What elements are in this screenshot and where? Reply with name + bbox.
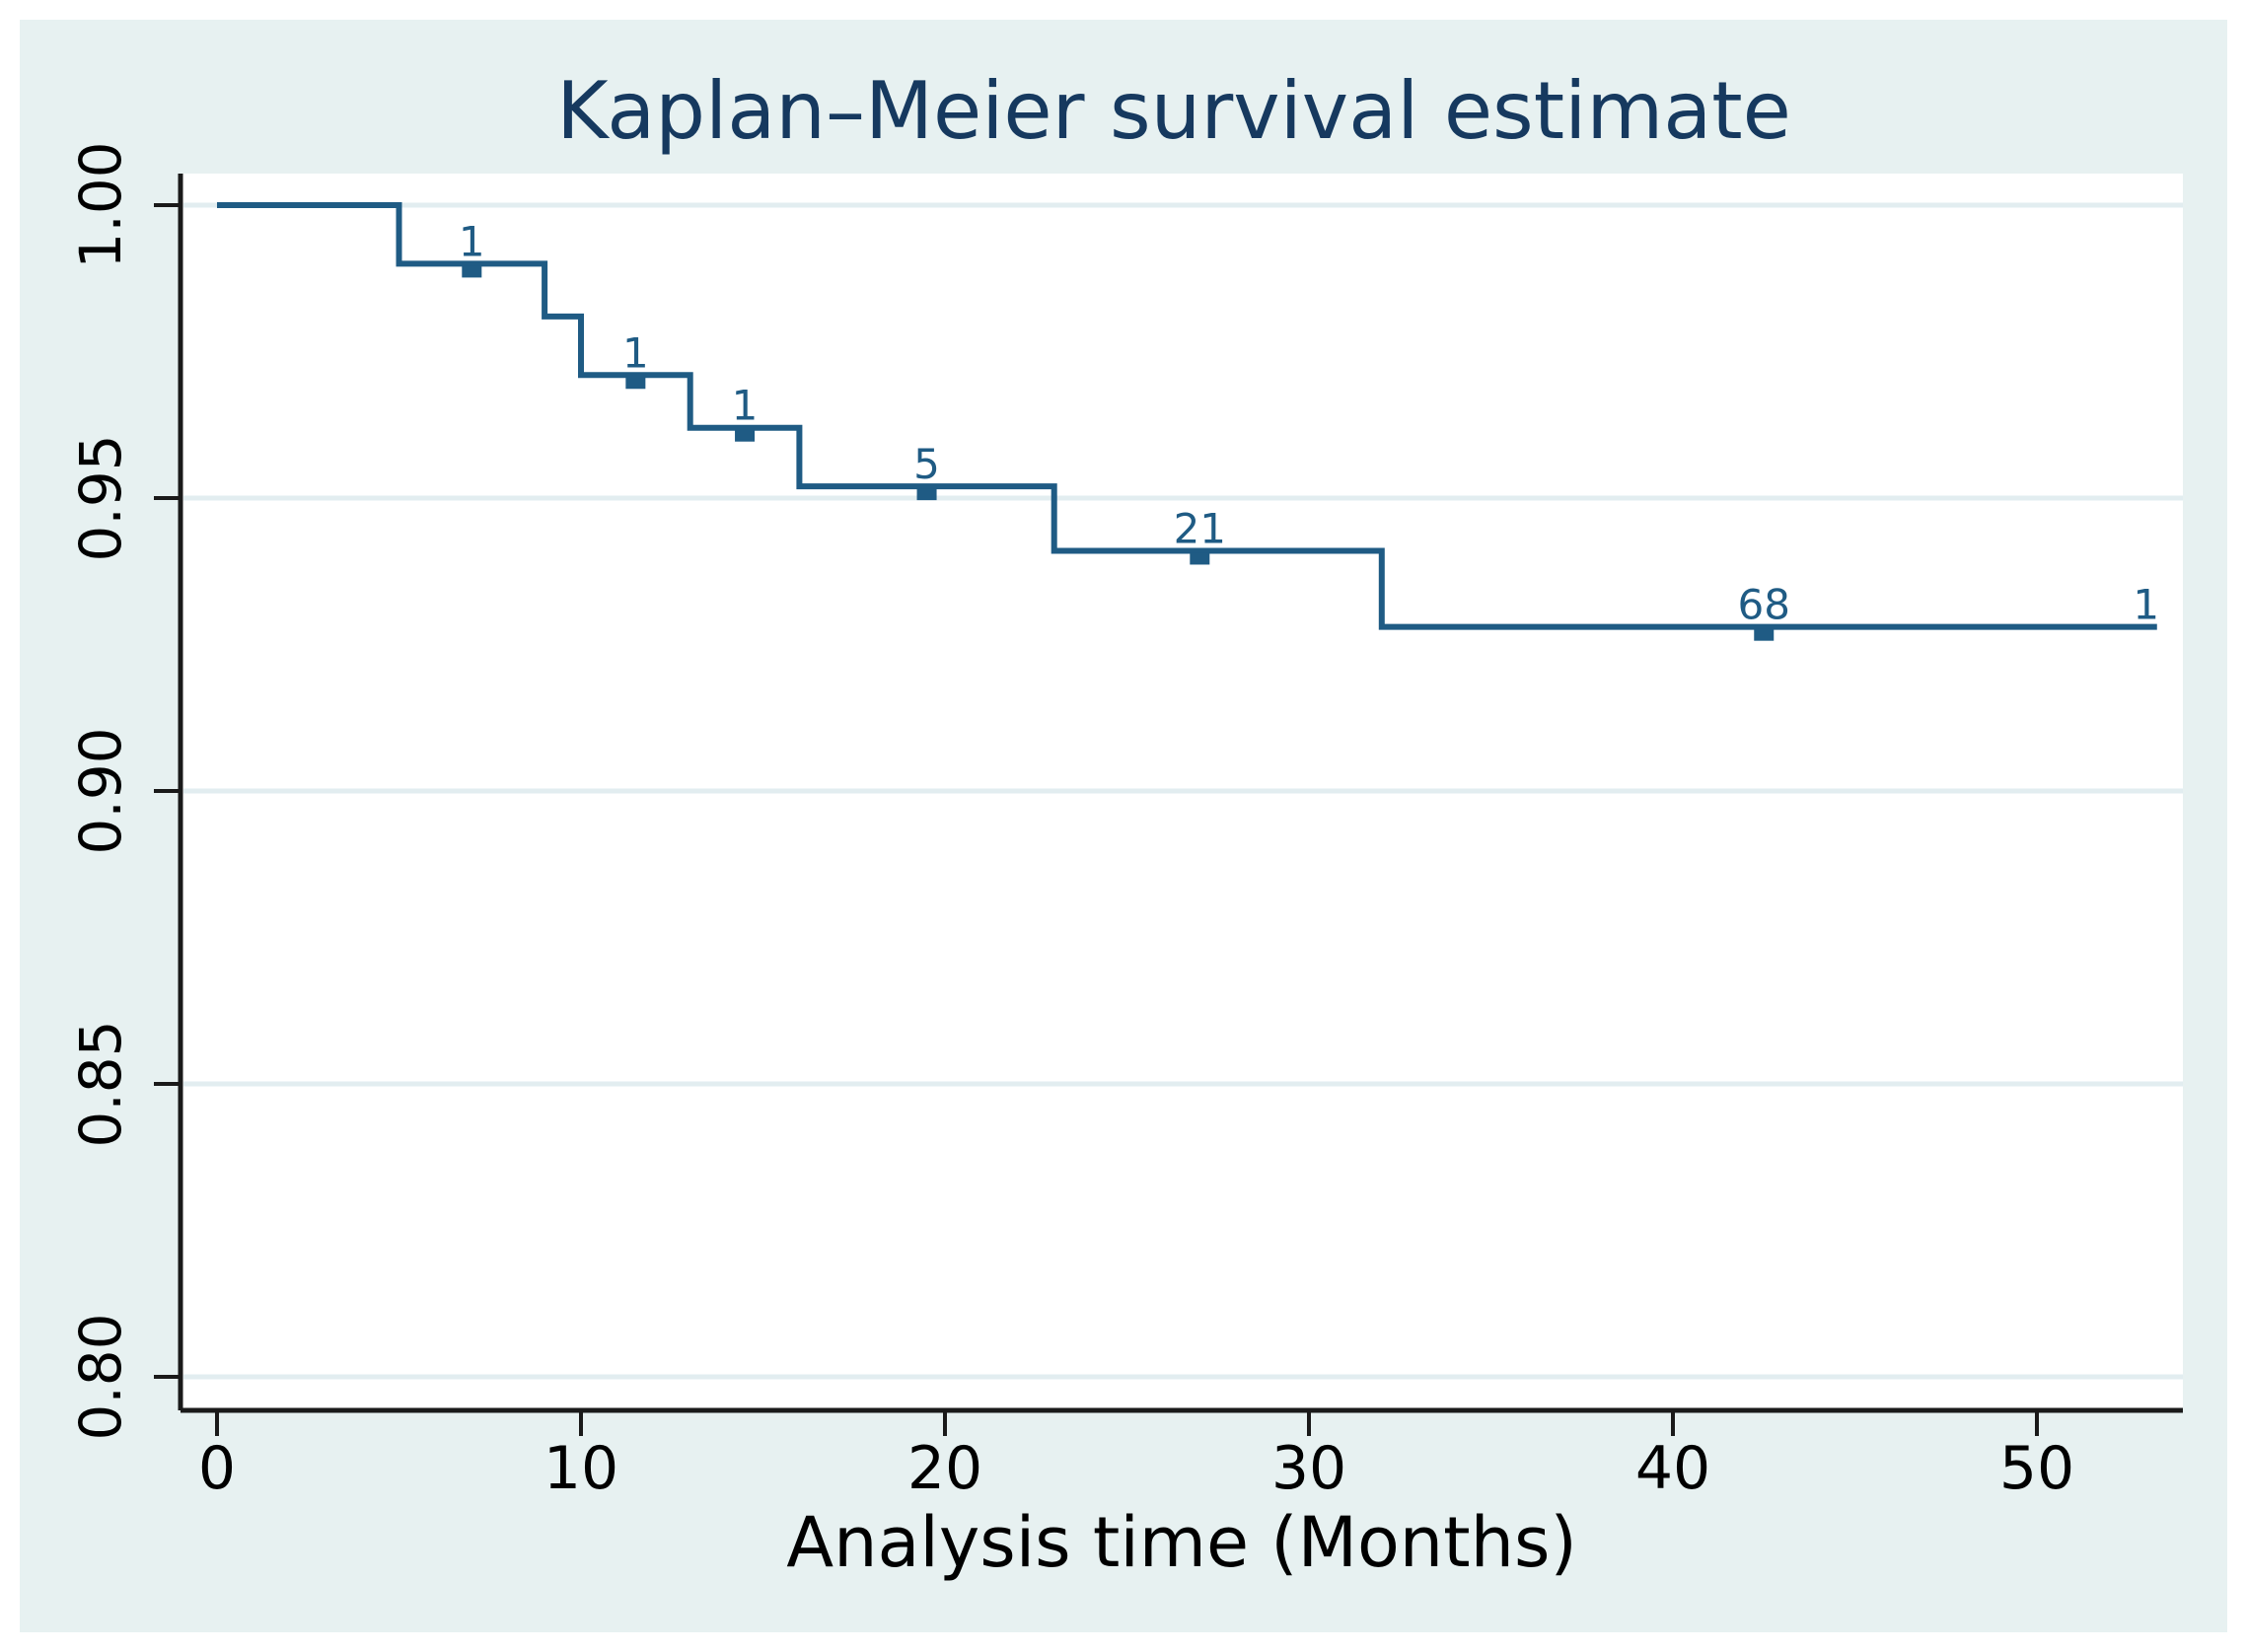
y-tick-label: 0.90 — [67, 727, 134, 854]
censor-tick — [916, 488, 937, 501]
x-tick-label: 20 — [907, 1434, 982, 1503]
censor-tick — [462, 265, 482, 278]
censor-tick — [1190, 552, 1210, 565]
censor-count-label: 1 — [2133, 581, 2159, 629]
x-tick-label: 50 — [1999, 1434, 2074, 1503]
gridlines-group — [183, 202, 2183, 1380]
censor-count-label: 1 — [622, 328, 649, 377]
x-axis-label: Analysis time (Months) — [786, 1502, 1577, 1583]
survival-curve — [217, 202, 2157, 630]
censor-count-label: 5 — [913, 440, 940, 488]
censor-count-label: 1 — [732, 382, 759, 430]
survival-curve-group — [217, 202, 2157, 630]
y-tick-label: 0.80 — [67, 1313, 134, 1440]
censor-tick — [1754, 628, 1775, 641]
chart-title: Kaplan–Meier survival estimate — [556, 65, 1791, 157]
x-tick-label: 0 — [198, 1434, 236, 1503]
censor-tick — [625, 377, 646, 390]
censor-count-label: 21 — [1174, 504, 1226, 552]
y-tick-label: 1.00 — [67, 141, 134, 268]
censor-count-label: 1 — [459, 217, 485, 265]
y-axis-ticks-group: 1.00 0.95 0.90 0.85 0.80 — [67, 141, 181, 1441]
y-tick-label: 0.95 — [67, 434, 134, 561]
x-tick-label: 40 — [1635, 1434, 1710, 1503]
x-tick-label: 10 — [544, 1434, 618, 1503]
x-axis-ticks-group: 0 10 20 30 40 50 — [198, 1410, 2074, 1503]
censor-count-label: 68 — [1738, 581, 1790, 629]
censor-tick — [735, 429, 756, 442]
y-tick-label: 0.85 — [67, 1020, 134, 1147]
x-tick-label: 30 — [1271, 1434, 1346, 1503]
censor-marks-group: 1 1 1 5 21 68 1 — [459, 217, 2159, 641]
